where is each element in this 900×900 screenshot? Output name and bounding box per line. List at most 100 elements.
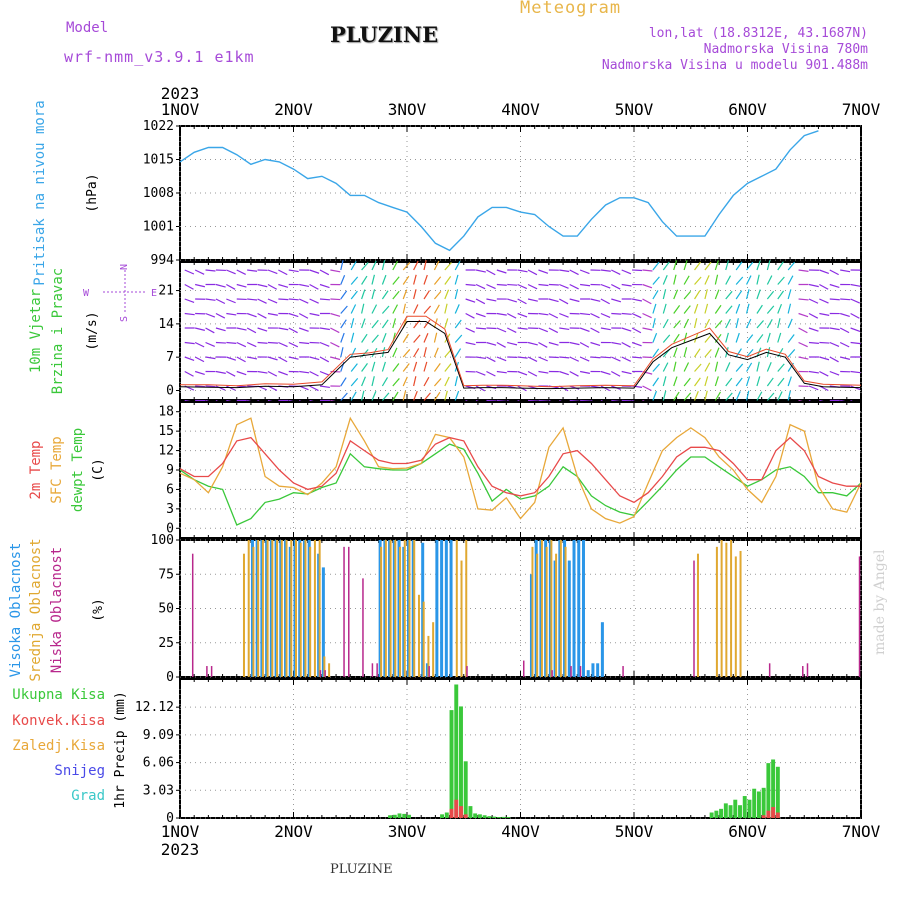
wind-arrow <box>371 391 377 401</box>
wind-arrow <box>611 298 622 303</box>
wind-arrow <box>392 304 399 314</box>
wind-arrow <box>433 332 438 343</box>
wind-arrow <box>642 298 652 305</box>
temperature-ytick-label: 0 <box>166 521 174 536</box>
wind-arrow <box>319 327 330 331</box>
wind-arrow <box>840 312 850 318</box>
wind-arrow <box>559 312 569 318</box>
wind-arrow <box>319 385 330 389</box>
wind-arrow <box>226 356 237 361</box>
wind-arrow <box>299 283 310 288</box>
wind-arrow <box>756 260 761 271</box>
wind-arrow <box>652 261 660 271</box>
wind-arrow <box>257 283 268 288</box>
precip-bar-total <box>407 814 411 818</box>
wind-arrow <box>693 391 699 401</box>
wind-arrow <box>611 370 621 377</box>
cloud-bar-2 <box>466 666 468 677</box>
wind-arrow <box>548 341 559 346</box>
precip-bar-total <box>728 805 733 818</box>
wind-arrow <box>559 327 570 331</box>
wind-arrow <box>850 312 860 319</box>
wind-arrow <box>496 283 507 286</box>
temperature-ytick-label: 12 <box>158 444 174 459</box>
time-tick-top: 4NOV <box>501 100 540 119</box>
wind-arrow <box>278 341 288 348</box>
wind-arrow <box>402 376 408 387</box>
wind-arrow <box>205 385 216 388</box>
wind-arrow <box>381 274 387 285</box>
temp-label-sfc: SFC Temp <box>49 436 65 503</box>
wind-arrow <box>746 334 754 343</box>
wind-arrow <box>423 347 427 358</box>
coords-line: lon,lat (18.8312E, 43.1687N) <box>648 26 868 41</box>
cloud-bar-0 <box>572 540 576 677</box>
cloud-bar-1 <box>550 540 553 677</box>
cloud-bar-2 <box>768 663 771 677</box>
wind-arrow <box>247 298 258 301</box>
cloud-bar-1 <box>545 546 548 677</box>
wind-arrow <box>496 269 507 274</box>
wind-arrow <box>433 363 441 372</box>
precip-bar-total <box>440 814 445 818</box>
model-label: Model <box>66 20 109 36</box>
wind-arrow <box>787 261 796 271</box>
wind-arrow <box>746 261 754 271</box>
wind-arrow <box>683 392 692 401</box>
cloud-bar-0 <box>449 540 453 677</box>
wind-arrow <box>548 327 559 334</box>
wind-arrow <box>725 332 729 343</box>
wind-arrow <box>402 303 407 314</box>
cloud-bar-1 <box>465 540 468 677</box>
wind-arrow <box>454 348 462 358</box>
wind-arrow <box>600 385 611 392</box>
wind-arrow <box>413 274 417 285</box>
wind-arrow <box>340 377 347 387</box>
temperature-ytick-label: 18 <box>158 405 174 420</box>
wind-arrow <box>819 370 829 377</box>
wind-arrow <box>683 362 690 372</box>
wind-arrow <box>642 269 653 272</box>
wind-arrow <box>330 327 340 334</box>
wind-arrow <box>652 303 657 314</box>
cloud-bar-1 <box>460 560 463 677</box>
wind-arrow <box>319 370 330 376</box>
wind-arrow <box>683 377 691 387</box>
wind-arrow <box>819 283 829 290</box>
wind-arrow <box>194 327 205 331</box>
temp-line-0 <box>179 436 861 504</box>
wind-arrow <box>402 363 410 372</box>
wind-arrow <box>704 303 709 314</box>
model-value: wrf-nmm_v3.9.1 e1km <box>64 48 255 66</box>
precip-bar-total <box>487 816 492 818</box>
wind-arrow <box>735 332 740 343</box>
wind-arrow <box>777 303 783 314</box>
temperature-ytick-label: 6 <box>166 482 174 497</box>
wind-arrow <box>454 390 460 401</box>
precip-bar-conv <box>449 808 454 818</box>
precipitation-ytick-label: 9.09 <box>143 728 174 743</box>
wind-arrow <box>756 361 760 372</box>
wind-arrow <box>756 320 764 329</box>
wind-arrow <box>787 303 792 314</box>
cloud-ytick-label: 50 <box>158 602 174 617</box>
cloud-unit-label: (%) <box>91 598 106 621</box>
wind-arrow <box>745 303 750 314</box>
wind-arrow <box>819 269 829 274</box>
wind-arrow <box>527 298 538 302</box>
wind-arrow <box>621 312 632 315</box>
wind-arrow <box>829 370 840 376</box>
wind-arrow <box>486 370 496 377</box>
wind-arrow <box>839 341 850 348</box>
wind-arrow <box>527 370 538 377</box>
wind-arrow <box>611 341 622 345</box>
wind-arrow <box>236 283 247 288</box>
cloud-bar-1 <box>715 546 718 677</box>
wind-arrow <box>746 362 753 372</box>
wind-arrow <box>278 269 288 276</box>
precip-bar-conv <box>459 806 463 818</box>
cloud-bar-1 <box>540 540 543 677</box>
wind-arrow <box>819 298 829 304</box>
wind-arrow <box>350 363 358 372</box>
wind-arrow <box>777 377 785 387</box>
